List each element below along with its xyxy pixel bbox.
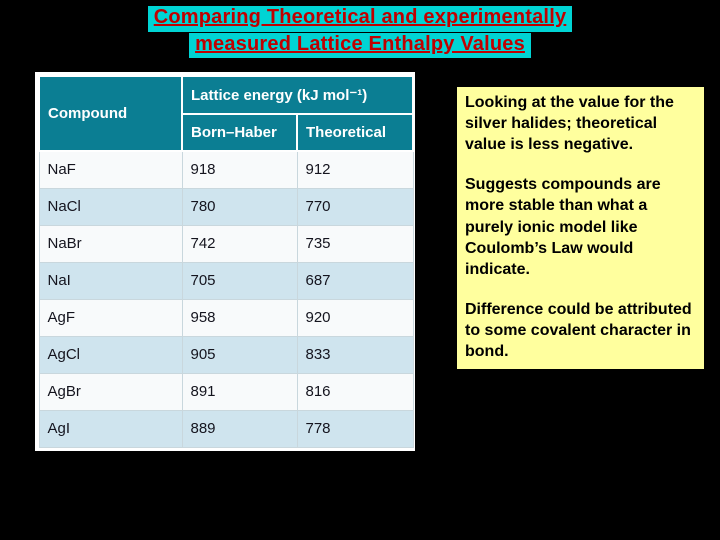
title-line-2: measured Lattice Enthalpy Values <box>189 32 531 59</box>
theoretical-cell: 920 <box>296 298 414 337</box>
slide-title: Comparing Theoretical and experimentally… <box>0 5 720 59</box>
table-row: AgF 958 920 <box>38 298 414 337</box>
column-header-compound: Compound <box>38 75 183 152</box>
compound-cell: AgCl <box>38 335 183 374</box>
note-paragraph-1: Looking at the value for the silver hali… <box>465 94 674 154</box>
compound-cell: AgBr <box>38 372 183 411</box>
compound-cell: NaCl <box>38 187 183 226</box>
born-haber-cell: 918 <box>181 150 298 189</box>
born-haber-cell: 780 <box>181 187 298 226</box>
note-paragraph-2: Suggests compounds are more stable than … <box>465 176 661 278</box>
title-row-1: Comparing Theoretical and experimentally <box>0 6 720 32</box>
theoretical-cell: 687 <box>296 261 414 300</box>
table-row: AgBr 891 816 <box>38 372 414 411</box>
born-haber-cell: 905 <box>181 335 298 374</box>
lattice-energy-table: Compound Lattice energy (kJ mol⁻¹) Born–… <box>38 75 415 448</box>
born-haber-cell: 889 <box>181 409 298 448</box>
table-row: AgCl 905 833 <box>38 335 414 374</box>
compound-cell: NaI <box>38 261 183 300</box>
title-line-1: Comparing Theoretical and experimentally <box>147 6 573 32</box>
table-row: NaCl 780 770 <box>38 187 414 226</box>
compound-cell: AgI <box>38 409 183 448</box>
theoretical-cell: 735 <box>296 224 414 263</box>
born-haber-cell: 705 <box>181 261 298 300</box>
table-row: AgI 889 778 <box>38 409 414 448</box>
table-header: Compound Lattice energy (kJ mol⁻¹) Born–… <box>38 75 415 152</box>
theoretical-cell: 778 <box>296 409 414 448</box>
table-row: NaF 918 912 <box>38 150 414 189</box>
column-header-theoretical: Theoretical <box>295 113 415 152</box>
compound-cell: NaF <box>38 150 183 189</box>
lattice-energy-table-panel: Compound Lattice energy (kJ mol⁻¹) Born–… <box>35 72 415 451</box>
title-row-2: measured Lattice Enthalpy Values <box>0 32 720 59</box>
column-header-born-haber: Born–Haber <box>181 113 298 152</box>
table-row: NaBr 742 735 <box>38 224 414 263</box>
theoretical-cell: 770 <box>296 187 414 226</box>
born-haber-cell: 891 <box>181 372 298 411</box>
column-header-lattice-energy: Lattice energy (kJ mol⁻¹) <box>180 75 415 115</box>
table-body: NaF 918 912 NaCl 780 770 NaBr 742 735 Na… <box>38 150 414 448</box>
header-row-sub: Born–Haber Theoretical <box>39 113 415 152</box>
theoretical-cell: 912 <box>296 150 414 189</box>
note-box: Looking at the value for the silver hali… <box>455 85 706 372</box>
header-row-main: Compound Lattice energy (kJ mol⁻¹) <box>38 75 415 152</box>
note-paragraph-3: Difference could be attributed to some c… <box>465 300 692 361</box>
theoretical-cell: 833 <box>296 335 414 374</box>
compound-cell: NaBr <box>38 224 183 263</box>
born-haber-cell: 742 <box>181 224 298 263</box>
theoretical-cell: 816 <box>296 372 414 411</box>
compound-cell: AgF <box>38 298 183 337</box>
table-row: NaI 705 687 <box>38 261 414 300</box>
born-haber-cell: 958 <box>181 298 298 337</box>
